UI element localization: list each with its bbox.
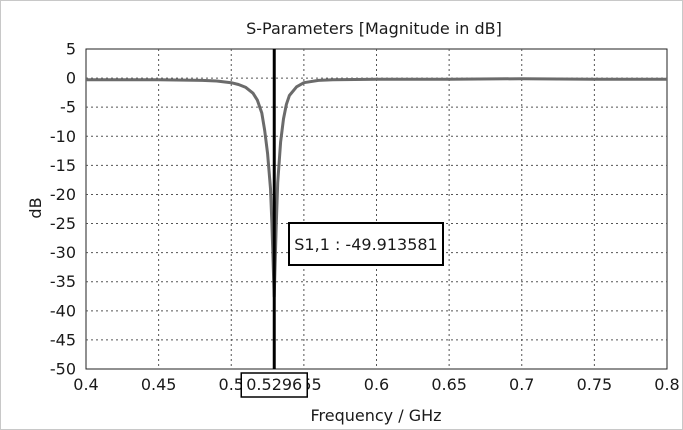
y-tick-label: -40 [50, 301, 76, 320]
y-tick-label: 5 [66, 40, 76, 59]
marker-annotation: S1,1 : -49.913581 [294, 235, 437, 254]
x-tick-label: 0.4 [73, 375, 98, 394]
y-tick-label: 0 [66, 69, 76, 88]
y-tick-labels: 5 0 -5 -10 -15 -20 -25 -30 -35 -40 -45 -50 [50, 40, 76, 379]
x-tick-label: 0.45 [141, 375, 177, 394]
x-tick-labels: 0.40.450.50.550.60.650.70.750.8 [73, 375, 679, 394]
chart-title: S-Parameters [Magnitude in dB] [246, 19, 502, 38]
y-tick-label: -25 [50, 214, 76, 233]
marker-layer: S1,1 : -49.913581 0.5296 [240, 49, 444, 398]
marker-x-value-box [240, 372, 308, 398]
x-axis-label: Frequency / GHz [310, 406, 441, 425]
x-tick-label: 0.7 [509, 375, 534, 394]
x-tick-label: 0.75 [577, 375, 613, 394]
y-tick-label: -10 [50, 127, 76, 146]
x-tick-label: 0.8 [654, 375, 679, 394]
y-axis-label: dB [26, 197, 45, 218]
x-tick-label: 0.5 [219, 375, 244, 394]
y-tick-label: -50 [50, 360, 76, 379]
marker-x-value: 0.5296 [246, 375, 302, 394]
x-tick-label: 0.65 [431, 375, 467, 394]
y-tick-label: -35 [50, 272, 76, 291]
y-tick-label: -45 [50, 330, 76, 349]
marker-annotation-box [288, 222, 444, 266]
y-tick-label: -30 [50, 243, 76, 262]
y-tick-label: -20 [50, 185, 76, 204]
x-tick-label: 0.6 [364, 375, 389, 394]
y-tick-label: -15 [50, 156, 76, 175]
y-tick-label: -5 [60, 98, 76, 117]
